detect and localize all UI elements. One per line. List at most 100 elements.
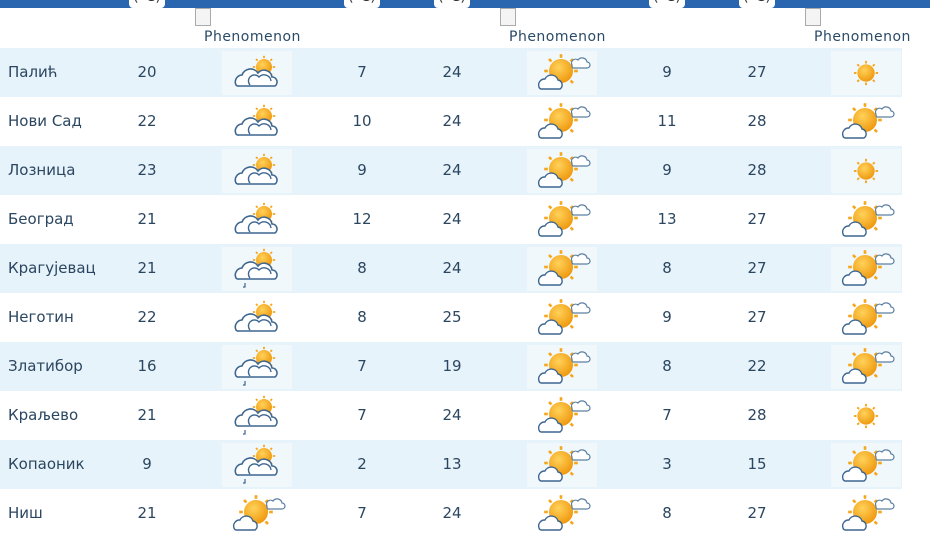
icon: [831, 492, 901, 536]
temperature: 12: [352, 210, 372, 228]
table-row: Ниш 21 7 24 8 27: [0, 489, 902, 538]
icon: [222, 100, 292, 144]
icon: [831, 247, 901, 291]
city-name: Крагујевац: [8, 259, 96, 277]
broken-image: [805, 8, 821, 26]
temperature: 28: [747, 112, 767, 130]
city-name: Ниш: [8, 504, 43, 522]
weather-icon: [222, 443, 292, 487]
weather-icon: [222, 296, 292, 340]
weather-icon: [222, 100, 292, 144]
icon: [527, 100, 597, 144]
phenomenon-label: Phenomenon: [204, 29, 301, 45]
temperature: 9: [662, 161, 672, 179]
city-name: Златибор: [8, 357, 83, 375]
temperature: 2: [357, 455, 367, 473]
table-row: Београд 21 12 24 13 27: [0, 195, 902, 244]
weather-icon: [222, 149, 292, 193]
city-name: Краљево: [8, 406, 79, 424]
weather-icon: [527, 296, 597, 340]
table-row: Краљево 21 7 24 7 28: [0, 391, 902, 440]
weather-icon: [222, 345, 292, 389]
icon: [831, 100, 901, 144]
weather-icon: [831, 443, 901, 487]
weather-icon: [222, 492, 292, 536]
temperature: 27: [747, 63, 767, 81]
icon: [831, 51, 901, 95]
temperature: 16: [137, 357, 157, 375]
temperature: 8: [662, 259, 672, 277]
weather-icon: [527, 394, 597, 438]
temperature: 28: [747, 406, 767, 424]
unit-label: (°C): [344, 0, 380, 8]
temperature: 7: [357, 504, 367, 522]
icon: [831, 296, 901, 340]
icon: [222, 443, 292, 487]
weather-icon: [831, 247, 901, 291]
temperature: 24: [442, 112, 462, 130]
temperature: 27: [747, 504, 767, 522]
weather-icon: [831, 345, 901, 389]
weather-icon: [831, 492, 901, 536]
weather-icon: [527, 198, 597, 242]
icon: [527, 149, 597, 193]
temperature: 9: [662, 63, 672, 81]
phenomenon-label: Phenomenon: [509, 29, 606, 45]
weather-icon: [222, 394, 292, 438]
table-row: Неготин 22 8 25 9 27: [0, 293, 902, 342]
table-row: Крагујевац 21 8 24 8 27: [0, 244, 902, 293]
temperature: 19: [442, 357, 462, 375]
weather-icon: [831, 198, 901, 242]
temperature: 7: [357, 357, 367, 375]
temperature: 24: [442, 161, 462, 179]
temperature: 27: [747, 308, 767, 326]
icon: [831, 198, 901, 242]
temperature: 24: [442, 406, 462, 424]
temperature: 22: [137, 112, 157, 130]
temperature: 7: [357, 63, 367, 81]
icon: [222, 345, 292, 389]
phenomenon-label: Phenomenon: [814, 29, 911, 45]
weather-icon: [222, 51, 292, 95]
table-row: Лозница 23 9 24 9 28: [0, 146, 902, 195]
temperature: 9: [142, 455, 152, 473]
temperature: 10: [352, 112, 372, 130]
weather-icon: [831, 394, 901, 438]
temperature: 8: [357, 308, 367, 326]
city-name: Лозница: [8, 161, 76, 179]
temperature: 20: [137, 63, 157, 81]
page: Палић 20 7 24 9 27 Нови Сад 22 10 24 11 28 Лозница 2 3…: [0, 0, 930, 525]
temperature: 21: [137, 406, 157, 424]
temperature: 22: [747, 357, 767, 375]
temperature: 15: [747, 455, 767, 473]
unit-label: (°C): [739, 0, 775, 8]
table-row: Нови Сад 22 10 24 11 28: [0, 97, 902, 146]
icon: [527, 443, 597, 487]
icon: [527, 198, 597, 242]
icon: [222, 198, 292, 242]
weather-icon: [222, 247, 292, 291]
table-row: Палић 20 7 24 9 27: [0, 48, 902, 97]
temperature: 24: [442, 210, 462, 228]
temperature: 8: [662, 357, 672, 375]
temperature: 21: [137, 504, 157, 522]
temperature: 22: [137, 308, 157, 326]
broken-image: [500, 8, 516, 26]
icon: [831, 345, 901, 389]
icon: [831, 394, 901, 438]
weather-icon: [527, 100, 597, 144]
icon: [527, 394, 597, 438]
icon: [222, 296, 292, 340]
unit-label: (°C): [649, 0, 685, 8]
icon: [222, 394, 292, 438]
city-name: Палић: [8, 63, 58, 81]
temperature: 8: [357, 259, 367, 277]
city-name: Нови Сад: [8, 112, 82, 130]
temperature: 24: [442, 63, 462, 81]
temperature: 3: [662, 455, 672, 473]
temperature: 25: [442, 308, 462, 326]
icon: [222, 51, 292, 95]
temperature: 11: [657, 112, 677, 130]
weather-icon: [831, 51, 901, 95]
weather-icon: [527, 492, 597, 536]
